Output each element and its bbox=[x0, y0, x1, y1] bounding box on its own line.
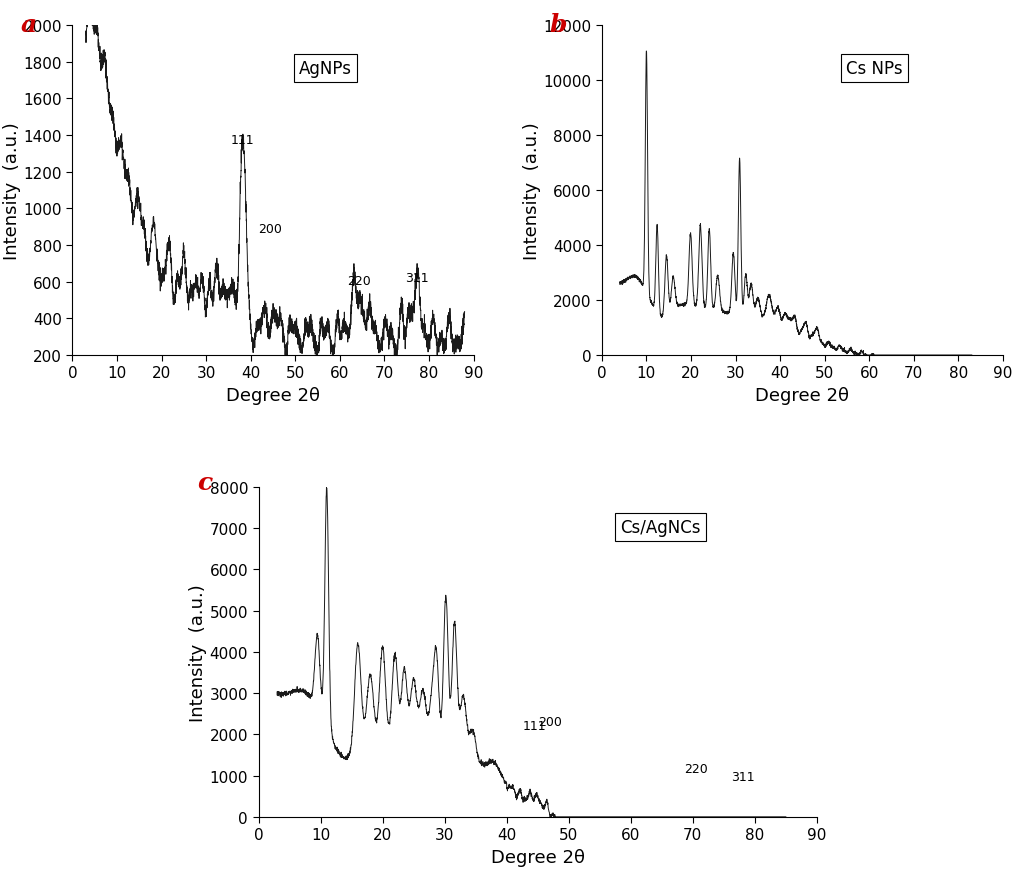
Text: 311: 311 bbox=[731, 770, 754, 783]
Text: b: b bbox=[550, 13, 568, 36]
Text: 200: 200 bbox=[257, 222, 281, 235]
Text: a: a bbox=[21, 13, 36, 36]
Text: 220: 220 bbox=[347, 275, 371, 288]
Text: 200: 200 bbox=[538, 715, 562, 728]
Text: 311: 311 bbox=[405, 271, 429, 284]
Text: 111: 111 bbox=[231, 134, 254, 147]
X-axis label: Degree 2θ: Degree 2θ bbox=[491, 848, 584, 866]
Text: 111: 111 bbox=[523, 720, 546, 733]
Y-axis label: Intensity  (a.u.): Intensity (a.u.) bbox=[522, 122, 541, 260]
Text: AgNPs: AgNPs bbox=[299, 60, 352, 78]
Text: c: c bbox=[197, 471, 212, 494]
Text: Cs NPs: Cs NPs bbox=[846, 60, 903, 78]
Text: 220: 220 bbox=[685, 762, 707, 775]
X-axis label: Degree 2θ: Degree 2θ bbox=[756, 387, 849, 404]
Text: Cs/AgNCs: Cs/AgNCs bbox=[620, 518, 701, 536]
X-axis label: Degree 2θ: Degree 2θ bbox=[226, 387, 320, 404]
Y-axis label: Intensity  (a.u.): Intensity (a.u.) bbox=[2, 122, 21, 260]
Y-axis label: Intensity  (a.u.): Intensity (a.u.) bbox=[188, 583, 207, 721]
